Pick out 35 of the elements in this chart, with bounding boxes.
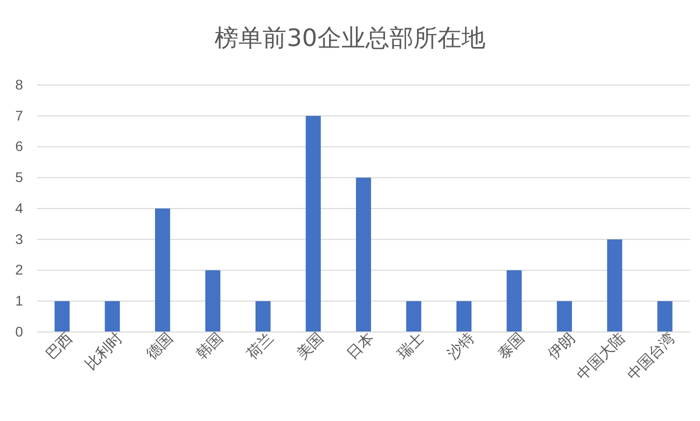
bar <box>306 116 321 332</box>
bar <box>506 270 522 332</box>
bar <box>54 301 70 332</box>
chart-title: 榜单前30企业总部所在地 <box>214 24 486 52</box>
x-tick-label: 韩国 <box>193 330 227 363</box>
y-tick-label: 7 <box>15 107 24 124</box>
bar <box>356 178 372 332</box>
y-tick-label: 3 <box>15 230 24 247</box>
x-tick-label: 美国 <box>294 330 328 363</box>
y-tick-label: 5 <box>15 169 24 186</box>
x-tick-label: 德国 <box>143 330 176 363</box>
bar <box>456 301 472 332</box>
x-tick-label: 伊朗 <box>544 330 578 363</box>
bar <box>155 208 170 332</box>
y-tick-label: 8 <box>15 76 24 92</box>
x-tick-label: 沙特 <box>444 330 478 363</box>
bar <box>256 301 271 332</box>
bar <box>205 270 220 332</box>
bar <box>406 301 422 332</box>
bar <box>607 239 622 332</box>
x-tick-label: 荷兰 <box>244 330 277 363</box>
x-tick-label: 瑞士 <box>394 330 428 363</box>
y-tick-label: 2 <box>15 262 24 278</box>
bar <box>556 301 572 332</box>
x-tick-label: 巴西 <box>42 330 76 363</box>
y-tick-label: 6 <box>15 138 24 154</box>
bar <box>104 301 120 332</box>
bar <box>657 301 672 332</box>
x-tick-label: 中国台湾 <box>624 330 679 384</box>
y-tick-label: 1 <box>15 292 24 309</box>
y-tick-label: 4 <box>15 200 24 216</box>
x-tick-label: 比利时 <box>82 330 126 374</box>
x-tick-label: 泰国 <box>494 330 528 363</box>
y-tick-label: 0 <box>15 323 24 340</box>
x-tick-label: 日本 <box>344 330 378 363</box>
